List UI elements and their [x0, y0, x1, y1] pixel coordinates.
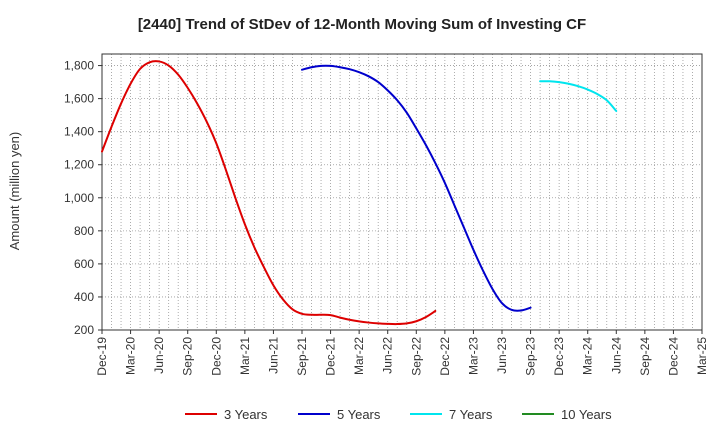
x-tick-label: Sep-20: [181, 337, 195, 376]
x-tick-label: Dec-23: [552, 337, 566, 376]
series-line-5-years: [301, 64, 532, 312]
legend: 3 Years 5 Years 7 Years 10 Years: [185, 407, 612, 422]
x-tick-label: Dec-24: [666, 337, 680, 376]
x-tick-label: Jun-20: [152, 337, 166, 374]
y-axis-ticks: 200 400 600 800 1,000 1,200 1,400 1,600 1,800: [64, 59, 102, 337]
x-tick-label: Jun-22: [381, 337, 395, 374]
y-tick-label: 1,400: [64, 125, 94, 139]
x-tick-label: Sep-23: [524, 337, 538, 376]
y-tick-label: 400: [74, 290, 94, 304]
plot-border: [101, 53, 703, 331]
x-tick-label: Mar-22: [352, 337, 366, 375]
legend-label: 5 Years: [337, 407, 381, 422]
legend-label: 3 Years: [224, 407, 268, 422]
legend-item-5-years: 5 Years: [298, 407, 381, 422]
legend-label: 7 Years: [449, 407, 493, 422]
y-axis-label: Amount (million yen): [7, 132, 22, 251]
x-axis-ticks: Dec-19 Mar-20 Jun-20 Sep-20 Dec-20 Mar-21 Jun-…: [95, 330, 709, 376]
x-tick-label: Sep-22: [409, 337, 423, 376]
x-tick-label: Sep-21: [295, 337, 309, 376]
x-tick-label: Sep-24: [638, 337, 652, 376]
y-tick-label: 800: [74, 224, 94, 238]
x-tick-label: Dec-22: [438, 337, 452, 376]
legend-item-10-years: 10 Years: [522, 407, 612, 422]
x-tick-label: Jun-24: [609, 337, 623, 374]
y-tick-label: 600: [74, 257, 94, 271]
x-tick-label: Jun-23: [495, 337, 509, 374]
y-tick-label: 1,600: [64, 92, 94, 106]
legend-label: 10 Years: [561, 407, 612, 422]
x-tick-label: Dec-20: [209, 337, 223, 376]
x-tick-label: Dec-21: [324, 337, 338, 376]
legend-item-7-years: 7 Years: [410, 407, 493, 422]
series-line-3-years: [101, 60, 437, 326]
grid: [102, 54, 702, 330]
x-tick-label: Mar-23: [466, 337, 480, 375]
legend-item-3-years: 3 Years: [185, 407, 268, 422]
y-tick-label: 1,800: [64, 59, 94, 73]
series-line-7-years: [539, 80, 618, 113]
chart-title: [2440] Trend of StDev of 12-Month Moving…: [138, 16, 586, 33]
y-tick-label: 1,200: [64, 158, 94, 172]
x-tick-label: Dec-19: [95, 337, 109, 376]
series-lines: [101, 60, 618, 326]
x-tick-label: Mar-24: [581, 337, 595, 375]
x-tick-label: Mar-25: [695, 337, 709, 375]
x-tick-label: Mar-21: [238, 337, 252, 375]
y-tick-label: 200: [74, 323, 94, 337]
x-tick-label: Mar-20: [124, 337, 138, 375]
y-tick-label: 1,000: [64, 191, 94, 205]
x-tick-label: Jun-21: [266, 337, 280, 374]
plot-frame: [101, 53, 703, 331]
